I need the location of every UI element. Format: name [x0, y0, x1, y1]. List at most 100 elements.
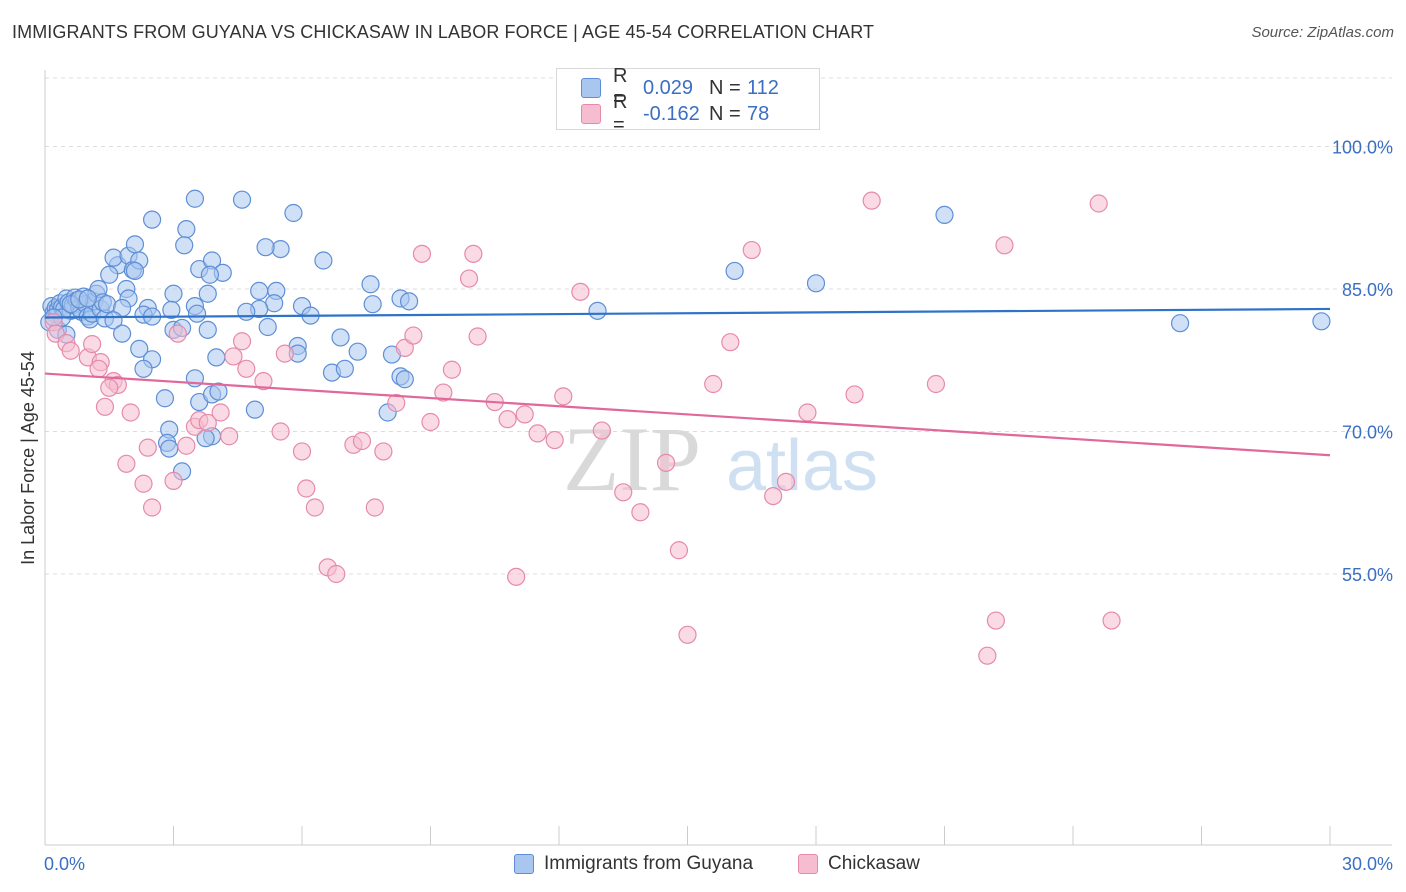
r-value: 0.029: [643, 76, 694, 99]
chickasaw-point: [117, 454, 136, 473]
guyana-point: [130, 339, 149, 358]
guyana-point: [98, 295, 117, 314]
chickasaw-point: [434, 383, 453, 402]
chickasaw-point: [168, 324, 187, 343]
chickasaw-point: [232, 332, 252, 351]
pink-swatch: [798, 854, 818, 874]
guyana-point: [112, 324, 132, 343]
chickasaw-point: [412, 244, 432, 263]
guyana-point: [237, 302, 256, 321]
r-label: R =: [613, 91, 628, 136]
chickasaw-point: [721, 333, 740, 352]
guyana-point: [588, 301, 607, 320]
chickasaw-point: [83, 335, 102, 354]
chickasaw-point: [464, 244, 483, 263]
chickasaw-point: [459, 269, 479, 288]
n-value: 112: [747, 76, 779, 99]
guyana-point: [314, 251, 333, 270]
blue-swatch: [581, 78, 601, 98]
chickasaw-point: [798, 403, 817, 422]
legend-item-chickasaw: Chickasaw: [798, 850, 920, 878]
x-tick-label: 0.0%: [44, 854, 85, 874]
y-tick-label: 100.0%: [1332, 138, 1393, 158]
guyana-point: [164, 284, 183, 303]
guyana-point: [78, 289, 97, 308]
guyana-point: [162, 300, 181, 319]
chickasaw-point: [297, 479, 316, 498]
chickasaw-point: [100, 378, 119, 397]
chickasaw-point: [404, 326, 423, 345]
legend-stats-row-blue: R = 0.029 N = 112: [581, 65, 779, 110]
guyana-point: [399, 292, 419, 311]
chickasaw-point: [95, 397, 115, 416]
source-label: Source: ZipAtlas.com: [1251, 24, 1394, 41]
chickasaw-point: [275, 344, 294, 363]
guyana-point: [100, 265, 119, 284]
chickasaw-point: [327, 564, 346, 584]
chickasaw-point: [669, 541, 689, 560]
chickasaw-point: [134, 474, 153, 493]
chickasaw-point: [271, 422, 290, 441]
chickasaw-point: [468, 327, 487, 346]
guyana-point: [245, 400, 264, 419]
guyana-point: [185, 189, 205, 208]
guyana-point: [200, 265, 220, 284]
y-tick-label: 85.0%: [1342, 280, 1393, 300]
chickasaw-point: [978, 646, 997, 665]
guyana-point: [175, 236, 194, 255]
guyana-point: [395, 370, 414, 389]
chickasaw-point: [305, 498, 324, 517]
chickasaw-point: [374, 442, 393, 461]
chickasaw-point: [545, 430, 564, 450]
guyana-point: [335, 359, 354, 378]
guyana-point: [177, 220, 196, 239]
chickasaw-point: [678, 625, 697, 644]
guyana-point: [1312, 312, 1331, 331]
legend-label: Chickasaw: [828, 853, 920, 874]
watermark-atlas: atlas: [726, 426, 878, 506]
chickasaw-point: [292, 442, 312, 461]
data-points: [40, 189, 1331, 665]
guyana-point: [725, 261, 744, 281]
chickasaw-point: [442, 360, 462, 379]
legend-item-guyana: Immigrants from Guyana: [514, 850, 753, 878]
chickasaw-point: [498, 410, 517, 429]
n-value: 78: [747, 102, 770, 125]
trend-line-chickasaw: [44, 372, 1331, 457]
x-tick-label: 30.0%: [1342, 854, 1393, 874]
r-label: R =: [613, 65, 628, 110]
guyana-point: [806, 274, 826, 293]
guyana-point: [935, 205, 954, 224]
chickasaw-point: [656, 453, 676, 472]
chickasaw-point: [421, 412, 440, 432]
chickasaw-point: [89, 359, 108, 378]
guyana-point: [209, 382, 228, 401]
chickasaw-point: [995, 236, 1014, 255]
chickasaw-point: [387, 393, 406, 413]
guyana-point: [142, 210, 162, 229]
guyana-point: [104, 248, 123, 267]
guyana-point: [348, 342, 367, 361]
guyana-point: [125, 235, 145, 254]
chickasaw-point: [224, 347, 243, 366]
chickasaw-point: [742, 240, 761, 260]
chickasaw-point: [121, 403, 140, 422]
guyana-point: [125, 261, 145, 281]
trend-lines: [44, 307, 1331, 457]
n-label: N =: [709, 76, 741, 99]
chickasaw-point: [142, 498, 162, 517]
chickasaw-point: [164, 471, 183, 490]
guyana-point: [207, 348, 226, 367]
chickasaw-point: [614, 483, 633, 502]
chickasaw-point: [776, 472, 796, 491]
guyana-point: [187, 304, 207, 323]
tick-labels: 100.0% 85.0% 70.0% 55.0% 0.0% 30.0%: [44, 138, 1393, 875]
guyana-point: [284, 203, 303, 223]
chickasaw-point: [986, 611, 1006, 630]
guyana-point: [1170, 314, 1190, 333]
chickasaw-point: [1102, 611, 1121, 630]
chickasaw-point: [365, 498, 384, 517]
guyana-point: [232, 190, 252, 209]
guyana-point: [155, 389, 175, 408]
guyana-point: [198, 284, 217, 303]
